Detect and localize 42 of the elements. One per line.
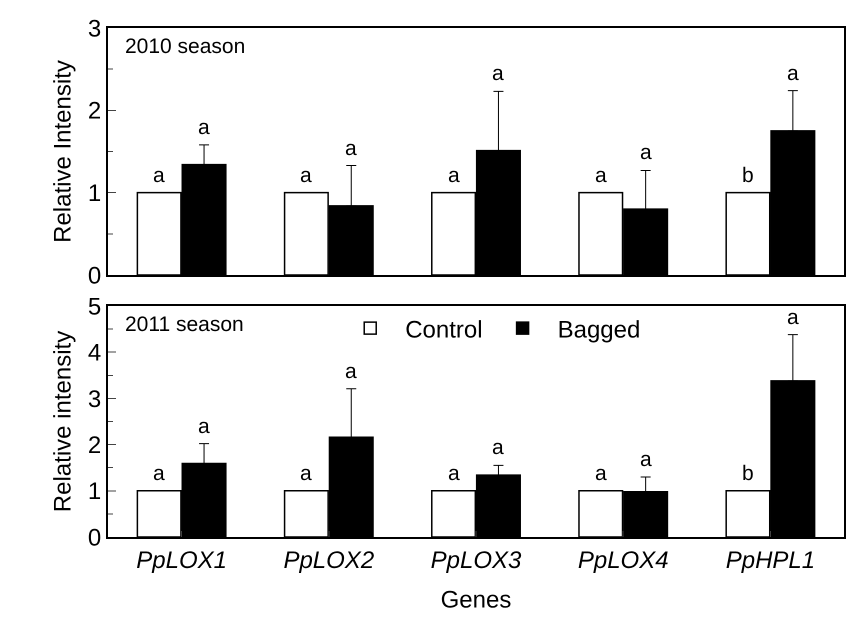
data-label: a [153,164,165,187]
y-tick-label: 1 [88,180,102,208]
annotation: 2011 season [125,313,244,336]
y-tick-label: 1 [88,478,102,506]
x-tick-label: PpLOX1 [136,546,227,574]
data-label: a [300,462,312,485]
data-label: a [595,164,607,187]
data-label: a [300,164,312,187]
y-tick-label: 2 [88,98,102,125]
x-tick-label: PpLOX4 [578,546,669,574]
legend-label: Bagged [558,316,640,344]
data-label: a [448,164,460,187]
legend-label: Control [405,316,483,344]
y-tick-label: 0 [88,524,102,552]
x-tick-label: PpLOX3 [430,546,522,574]
y-axis-title: Relative Intensity [49,60,76,243]
data-label: a [787,306,799,329]
data-label: a [345,360,357,383]
data-label: a [448,462,460,485]
data-label: a [198,116,210,139]
data-label: b [742,462,754,485]
annotation: 2010 season [125,35,246,58]
x-tick-label: PpLOX2 [283,546,374,574]
data-label: a [640,448,652,471]
data-label: a [595,462,607,485]
y-tick-label: 3 [88,386,102,413]
x-axis-title: Genes [440,586,512,614]
y-tick-label: 2 [88,432,102,459]
data-label: a [492,436,504,459]
data-label: a [492,62,504,85]
data-label: a [345,137,357,160]
y-tick-label: 0 [88,262,102,290]
x-tick-label: PpHPL1 [726,546,816,574]
data-label: a [153,462,165,485]
data-label: a [640,141,652,164]
y-tick-label: 4 [88,340,102,367]
data-label: a [787,62,799,85]
data-label: a [198,415,210,438]
y-tick-label: 3 [88,15,102,42]
y-tick-label: 5 [88,293,102,320]
data-label: b [742,164,754,187]
y-axis-title: Relative intensity [49,330,76,512]
